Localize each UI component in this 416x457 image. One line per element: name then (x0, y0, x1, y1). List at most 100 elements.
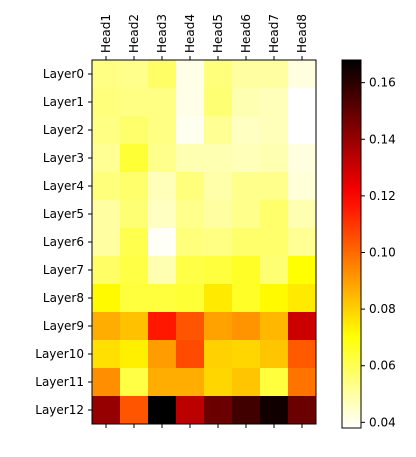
heatmap-cell (232, 368, 261, 397)
colorbar-tick-label: 0.16 (369, 76, 396, 90)
heatmap-cell (232, 172, 261, 201)
heatmap-cell (232, 256, 261, 285)
y-tick-label: Layer2 (43, 123, 84, 137)
heatmap-cell (148, 312, 177, 341)
y-tick-label: Layer1 (43, 95, 84, 109)
heatmap-cell (120, 144, 149, 173)
x-tick-label: Head4 (183, 14, 197, 53)
heatmap-cell (260, 256, 289, 285)
heatmap-cell (120, 368, 149, 397)
heatmap-cell (260, 284, 289, 313)
heatmap-cell (204, 172, 233, 201)
heatmap-cell (176, 312, 205, 341)
heatmap-cell (204, 200, 233, 229)
heatmap-cell (120, 340, 149, 369)
heatmap-cells (92, 60, 317, 425)
x-tick-label: Head3 (155, 14, 169, 53)
heatmap-cell (288, 172, 317, 201)
heatmap-cell (92, 228, 121, 257)
heatmap-cell (232, 228, 261, 257)
y-tick-label: Layer12 (35, 403, 84, 417)
heatmap-cell (288, 340, 317, 369)
y-axis-ticks: Layer0 Layer1 Layer2 Layer3 Layer4 Layer5 Laye… (35, 67, 92, 417)
heatmap-cell (260, 340, 289, 369)
heatmap-cell (92, 284, 121, 313)
heatmap-cell (288, 256, 317, 285)
heatmap-cell (204, 284, 233, 313)
x-tick-label: Head1 (99, 14, 113, 53)
heatmap-cell (120, 256, 149, 285)
heatmap-cell (148, 116, 177, 145)
heatmap-cell (120, 200, 149, 229)
heatmap-cell (176, 172, 205, 201)
heatmap-cell (92, 116, 121, 145)
heatmap-cell (288, 60, 317, 89)
heatmap-cell (204, 60, 233, 89)
heatmap-cell (260, 312, 289, 341)
y-tick-label: Layer6 (43, 235, 84, 249)
heatmap-cell (288, 228, 317, 257)
heatmap-cell (148, 228, 177, 257)
heatmap-cell (148, 284, 177, 313)
colorbar-tick-label: 0.10 (369, 245, 396, 259)
heatmap-cell (288, 144, 317, 173)
heatmap-cell (232, 144, 261, 173)
heatmap-cell (148, 144, 177, 173)
colorbar-ticks: 0.04 0.06 0.08 0.10 0.12 0.14 0.16 (361, 76, 396, 429)
heatmap-cell (232, 60, 261, 89)
heatmap-cell (176, 368, 205, 397)
heatmap-cell (176, 284, 205, 313)
colorbar-gradient (341, 59, 362, 429)
heatmap-cell (176, 60, 205, 89)
heatmap-cell (176, 340, 205, 369)
x-tick-label: Head6 (239, 14, 253, 53)
heatmap-cell (288, 284, 317, 313)
colorbar-tick-label: 0.04 (369, 415, 396, 429)
heatmap-cell (232, 88, 261, 117)
heatmap-cell (92, 144, 121, 173)
heatmap-cell (176, 228, 205, 257)
heatmap-cell (260, 144, 289, 173)
x-tick-label: Head8 (295, 14, 309, 53)
y-tick-label: Layer4 (43, 179, 84, 193)
heatmap-cell (232, 284, 261, 313)
y-tick-label: Layer11 (35, 375, 84, 389)
heatmap-cell (120, 60, 149, 89)
heatmap-cell (204, 228, 233, 257)
heatmap-cell (148, 172, 177, 201)
heatmap-cell (120, 284, 149, 313)
heatmap-cell (176, 116, 205, 145)
heatmap-cell (288, 88, 317, 117)
heatmap-cell (176, 396, 205, 425)
heatmap-cell (204, 144, 233, 173)
y-tick-label: Layer0 (43, 67, 84, 81)
heatmap-cell (148, 368, 177, 397)
colorbar-tick-label: 0.08 (369, 302, 396, 316)
heatmap-cell (148, 200, 177, 229)
x-tick-label: Head2 (127, 14, 141, 53)
heatmap-cell (260, 116, 289, 145)
heatmap-cell (204, 312, 233, 341)
heatmap-cell (232, 340, 261, 369)
heatmap-cell (92, 312, 121, 341)
heatmap-cell (176, 88, 205, 117)
heatmap-cell (92, 172, 121, 201)
heatmap-cell (288, 368, 317, 397)
heatmap-cell (288, 200, 317, 229)
heatmap-cell (92, 88, 121, 117)
colorbar: 0.04 0.06 0.08 0.10 0.12 0.14 0.16 (341, 59, 396, 429)
heatmap-cell (232, 200, 261, 229)
heatmap-cell (204, 88, 233, 117)
heatmap-cell (260, 368, 289, 397)
heatmap-cell (260, 200, 289, 229)
heatmap-cell (204, 396, 233, 425)
heatmap-cell (260, 172, 289, 201)
heatmap-cell (92, 340, 121, 369)
y-tick-label: Layer7 (43, 263, 84, 277)
heatmap-cell (260, 228, 289, 257)
heatmap-cell (148, 88, 177, 117)
heatmap-cell (260, 60, 289, 89)
heatmap-cell (120, 88, 149, 117)
heatmap-cell (288, 116, 317, 145)
